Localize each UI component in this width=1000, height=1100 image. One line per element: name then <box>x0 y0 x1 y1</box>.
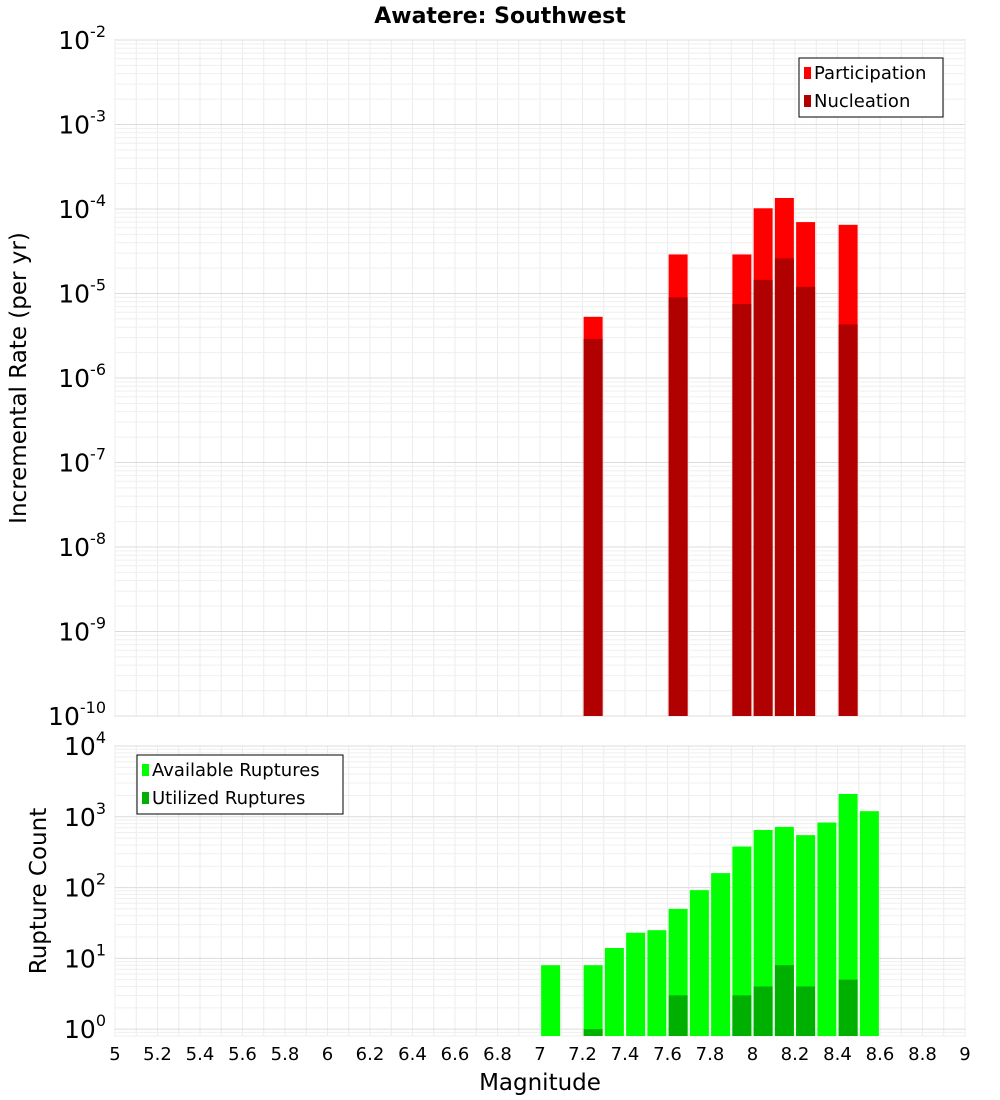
y-tick-label: 10-3 <box>58 107 106 140</box>
bar-available-ruptures <box>796 835 816 1036</box>
y-tick-label: 102 <box>64 870 106 903</box>
bar-utilized-ruptures <box>732 995 752 1036</box>
bottom-panel: 100 101 102 103 104 Rupture Count Available … <box>26 728 966 1044</box>
bar-nucleation <box>668 297 688 716</box>
y-tick-label: 10-6 <box>58 360 106 393</box>
x-axis-label: Magnitude <box>479 1070 601 1096</box>
x-tick-label: 5.4 <box>186 1044 215 1065</box>
bar-available-ruptures <box>689 890 709 1036</box>
top-bars <box>583 197 858 716</box>
bar-nucleation <box>753 279 773 716</box>
bar-nucleation <box>774 258 794 716</box>
bar-available-ruptures <box>753 830 773 1036</box>
x-tick-label: 8.8 <box>908 1044 937 1065</box>
y-tick-label: 10-7 <box>58 445 106 478</box>
legend-swatch <box>142 764 149 776</box>
x-tick-label: 7.2 <box>568 1044 597 1065</box>
legend-label: Nucleation <box>814 91 910 112</box>
x-tick-labels: 5 5.2 5.4 5.6 5.8 6 6.2 6.4 6.6 6.8 7 7.2 7.4 7.6 7.8 8… <box>109 1044 970 1065</box>
bar-available-ruptures <box>711 873 731 1036</box>
bar-available-ruptures <box>859 811 879 1036</box>
bar-utilized-ruptures <box>753 986 773 1036</box>
y-tick-label: 101 <box>64 940 106 973</box>
y-tick-label: 10-4 <box>58 191 106 224</box>
top-grid <box>114 39 966 717</box>
bar-utilized-ruptures <box>774 965 794 1036</box>
bar-utilized-ruptures <box>583 1029 603 1036</box>
x-tick-label: 5.2 <box>143 1044 172 1065</box>
legend-label: Utilized Ruptures <box>152 788 305 809</box>
x-tick-label: 7.4 <box>611 1044 640 1065</box>
bar-available-ruptures <box>626 932 646 1036</box>
y-tick-label: 10-2 <box>58 22 106 55</box>
bar-available-ruptures <box>583 965 603 1036</box>
y-tick-label: 10-8 <box>58 529 106 562</box>
bottom-legend: Available Ruptures Utilized Ruptures <box>136 754 344 815</box>
x-tick-label: 6.4 <box>398 1044 427 1065</box>
legend-swatch <box>804 67 811 79</box>
top-legend: Participation Nucleation <box>798 57 944 118</box>
top-y-axis-label: Incremental Rate (per yr) <box>6 232 32 524</box>
x-tick-label: 8 <box>747 1044 758 1065</box>
legend-label: Available Ruptures <box>152 760 320 781</box>
bar-nucleation <box>583 338 603 716</box>
x-tick-label: 9 <box>959 1044 970 1065</box>
x-tick-label: 7.6 <box>653 1044 682 1065</box>
bottom-y-tick-labels: 100 101 102 103 104 <box>64 728 106 1044</box>
bar-available-ruptures <box>838 793 858 1036</box>
bar-nucleation <box>732 304 752 716</box>
bar-nucleation <box>796 286 816 716</box>
bar-utilized-ruptures <box>838 979 858 1036</box>
bar-available-ruptures <box>604 948 624 1036</box>
y-tick-label: 104 <box>64 728 106 761</box>
top-panel: 10-10 10-9 10-8 10-7 10-6 10-5 10-4 10-3 10-2 In… <box>6 22 966 731</box>
legend-swatch <box>804 95 811 107</box>
x-tick-label: 6 <box>322 1044 333 1065</box>
x-tick-label: 5.6 <box>228 1044 257 1065</box>
bar-utilized-ruptures <box>668 995 688 1036</box>
x-tick-label: 7.8 <box>696 1044 725 1065</box>
legend-box <box>136 754 344 815</box>
bottom-y-axis-label: Rupture Count <box>26 808 52 974</box>
x-tick-label: 8.4 <box>823 1044 852 1065</box>
chart-title: Awatere: Southwest <box>374 4 626 29</box>
x-tick-label: 7 <box>534 1044 545 1065</box>
y-tick-label: 10-10 <box>48 698 106 731</box>
y-tick-label: 10-5 <box>58 276 106 309</box>
bar-nucleation <box>838 324 858 716</box>
legend-label: Participation <box>814 63 926 84</box>
x-tick-label: 5 <box>109 1044 120 1065</box>
bar-available-ruptures <box>732 846 752 1036</box>
bar-available-ruptures <box>817 822 837 1036</box>
x-tick-label: 6.2 <box>356 1044 385 1065</box>
x-tick-label: 6.6 <box>441 1044 470 1065</box>
legend-box <box>798 57 944 118</box>
x-tick-label: 6.8 <box>483 1044 512 1065</box>
y-tick-label: 10-9 <box>58 614 106 647</box>
bar-available-ruptures <box>541 965 561 1036</box>
x-tick-label: 8.2 <box>781 1044 810 1065</box>
y-tick-label: 103 <box>64 799 106 832</box>
legend-swatch <box>142 792 149 804</box>
x-tick-label: 8.6 <box>866 1044 895 1065</box>
top-y-tick-labels: 10-10 10-9 10-8 10-7 10-6 10-5 10-4 10-3 10-2 <box>48 22 106 731</box>
bar-available-ruptures <box>647 930 667 1036</box>
bottom-bars <box>541 793 879 1036</box>
bar-utilized-ruptures <box>796 986 816 1036</box>
y-tick-label: 100 <box>64 1011 106 1044</box>
x-tick-label: 5.8 <box>271 1044 300 1065</box>
